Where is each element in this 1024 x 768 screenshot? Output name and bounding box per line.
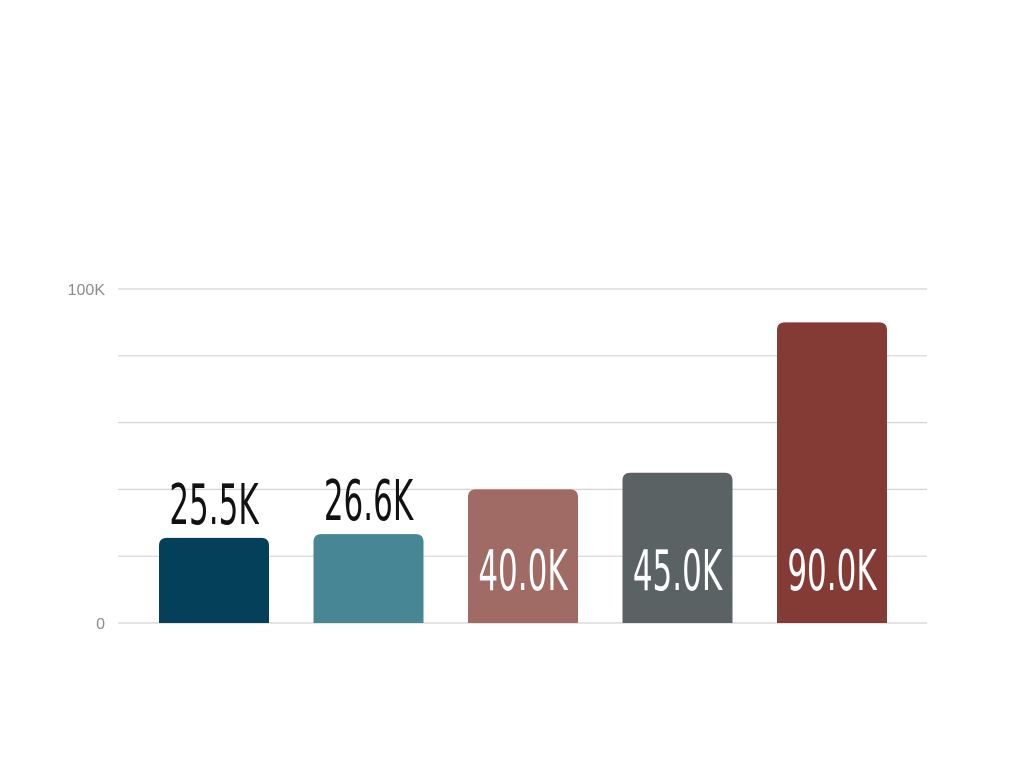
bar-3 [468, 489, 578, 623]
bar-2 [313, 534, 424, 623]
y-axis-ticks: 0 100K [68, 282, 106, 633]
bar-4 [622, 472, 733, 623]
bars [159, 322, 887, 623]
bar-5 [777, 322, 887, 623]
data-label-3: 40.0K [478, 538, 568, 604]
data-label-4: 45.0K [633, 538, 723, 604]
data-labels: 25.5K 26.6K 40.0K 45.0K 90.0K [169, 468, 877, 603]
y-tick-label-1: 100K [68, 282, 106, 299]
data-label-2: 26.6K [324, 468, 414, 534]
data-label-1: 25.5K [169, 472, 259, 538]
data-label-5: 90.0K [787, 538, 877, 604]
y-tick-label-0: 0 [96, 616, 105, 633]
bar-1 [159, 537, 269, 623]
